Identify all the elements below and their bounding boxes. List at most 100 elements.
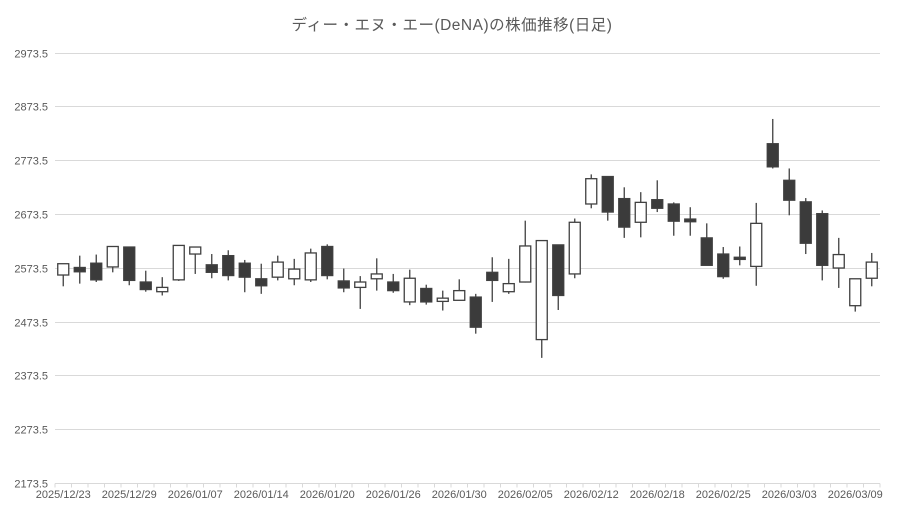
candle-2026/01/14 [255,263,268,294]
candle-2026/01/16 [288,258,301,286]
y-axis-tick-label: 2273.5 [14,425,48,437]
bullish-candle-body [106,245,119,268]
candle-2026/02/24 [700,223,713,266]
bullish-candle-body [568,221,581,275]
chart-title: ディー・エヌ・エー(DeNA)の株価推移(日足) [291,17,613,34]
bullish-candle-body [436,297,449,303]
bearish-candle-body [766,143,779,168]
candle-2025/12/26 [106,245,119,273]
bearish-candle-body [783,179,796,201]
candle-2026/01/26 [387,273,400,293]
bearish-candle-body [337,280,350,289]
candle-2026/01/15 [271,255,284,281]
bullish-candle-body [849,278,862,307]
candle-2026/02/27 [750,202,763,286]
candle-2026/01/13 [238,259,251,293]
y-axis-tick-label: 2873.5 [14,102,48,114]
candle-2026/01/20 [321,244,334,280]
bearish-candle-body [799,201,812,244]
bearish-candle-body [90,262,103,281]
candle-2026/01/30 [453,279,466,301]
y-axis-tick-label: 2573.5 [14,264,48,276]
candle-2026/02/20 [684,207,697,236]
x-axis-tick-label: 2026/01/20 [300,489,355,501]
y-axis-labels: 2973.5 2873.5 2773.5 2673.5 2573.5 2473.5 2373… [14,49,48,491]
bearish-candle-body [238,262,251,278]
x-axis-tick-label: 2026/01/26 [366,489,421,501]
candle-2026/02/04 [502,258,515,294]
x-axis-tick-label: 2026/01/30 [432,489,487,501]
bullish-candle-body [502,282,515,293]
x-axis-tick-label: 2026/01/07 [168,489,223,501]
candle-2026/01/27 [403,269,416,306]
candle-2025/12/24 [73,255,86,284]
candle-2026/02/17 [634,192,647,238]
x-axis-tick-label: 2026/02/18 [630,489,685,501]
candle-2026/02/02 [469,293,482,334]
candle-2026/01/07 [189,246,202,274]
candle-2025/12/30 [139,270,152,292]
bullish-candle-body [865,261,878,279]
x-axis-tick-label: 2026/02/05 [498,489,553,501]
bearish-candle-body [618,197,631,228]
bullish-candle-body [189,246,202,255]
candle-2026/03/05 [816,210,829,281]
candle-2026/01/06 [172,244,185,281]
candle-2026/01/19 [304,248,317,283]
candle-2026/02/03 [486,257,499,302]
bearish-candle-body [387,281,400,292]
bullish-candle-body [634,201,647,223]
candle-2026/02/06 [535,239,548,358]
candles [57,118,878,358]
y-axis-tick-label: 2473.5 [14,318,48,330]
y-axis-tick-label: 2673.5 [14,210,48,222]
bearish-candle-body [717,253,730,278]
bearish-candle-body [667,203,680,222]
candle-2026/03/09 [849,278,862,312]
y-axis-tick-label: 2973.5 [14,49,48,61]
bullish-candle-body [832,253,845,269]
bearish-candle-body [651,199,664,209]
candle-2026/03/06 [832,237,845,288]
candle-2026/02/16 [618,187,631,238]
candle-2026/02/12 [585,174,598,209]
candle-2026/02/05 [519,220,532,283]
bullish-candle-body [354,281,367,289]
bearish-candle-body [222,254,235,277]
candle-2025/12/23 [57,263,70,287]
bullish-candle-body [535,239,548,341]
bearish-candle-body [469,296,482,328]
candle-2026/01/23 [370,258,383,291]
candle-2026/01/29 [436,290,449,311]
bullish-candle-body [57,263,70,276]
y-axis-tick-label: 2173.5 [14,479,48,491]
bullish-candle-body [156,286,169,293]
candle-2026/02/10 [568,218,581,279]
x-axis [54,483,881,488]
candle-2026/02/26 [733,246,746,266]
bullish-candle-body [585,178,598,205]
x-axis-tick-label: 2026/02/12 [564,489,619,501]
candle-2026/01/21 [337,268,350,293]
y-axis-tick-label: 2373.5 [14,371,48,383]
candle-2025/12/25 [90,254,103,283]
bearish-candle-body [733,256,746,261]
bearish-candle-body [321,245,334,277]
x-axis-tick-label: 2026/03/09 [828,489,883,501]
x-axis-labels: 2025/12/23 2025/12/29 2026/01/07 2026/01/14… [36,489,883,501]
candle-2026/01/28 [420,284,433,305]
x-axis-tick-label: 2026/03/03 [762,489,817,501]
candle-2026/02/19 [667,202,680,236]
candle-2026/02/25 [717,247,730,279]
x-axis-tick-label: 2026/01/14 [234,489,289,501]
candle-2026/02/18 [651,180,664,213]
candle-2026/01/05 [156,277,169,296]
bullish-candle-body [172,244,185,281]
candle-2026/03/02 [766,118,779,169]
bullish-candle-body [519,245,532,283]
bearish-candle-body [552,244,565,297]
candle-2026/03/04 [799,198,812,255]
candle-2026/01/22 [354,276,367,309]
bullish-candle-body [304,252,317,281]
bullish-candle-body [453,289,466,301]
